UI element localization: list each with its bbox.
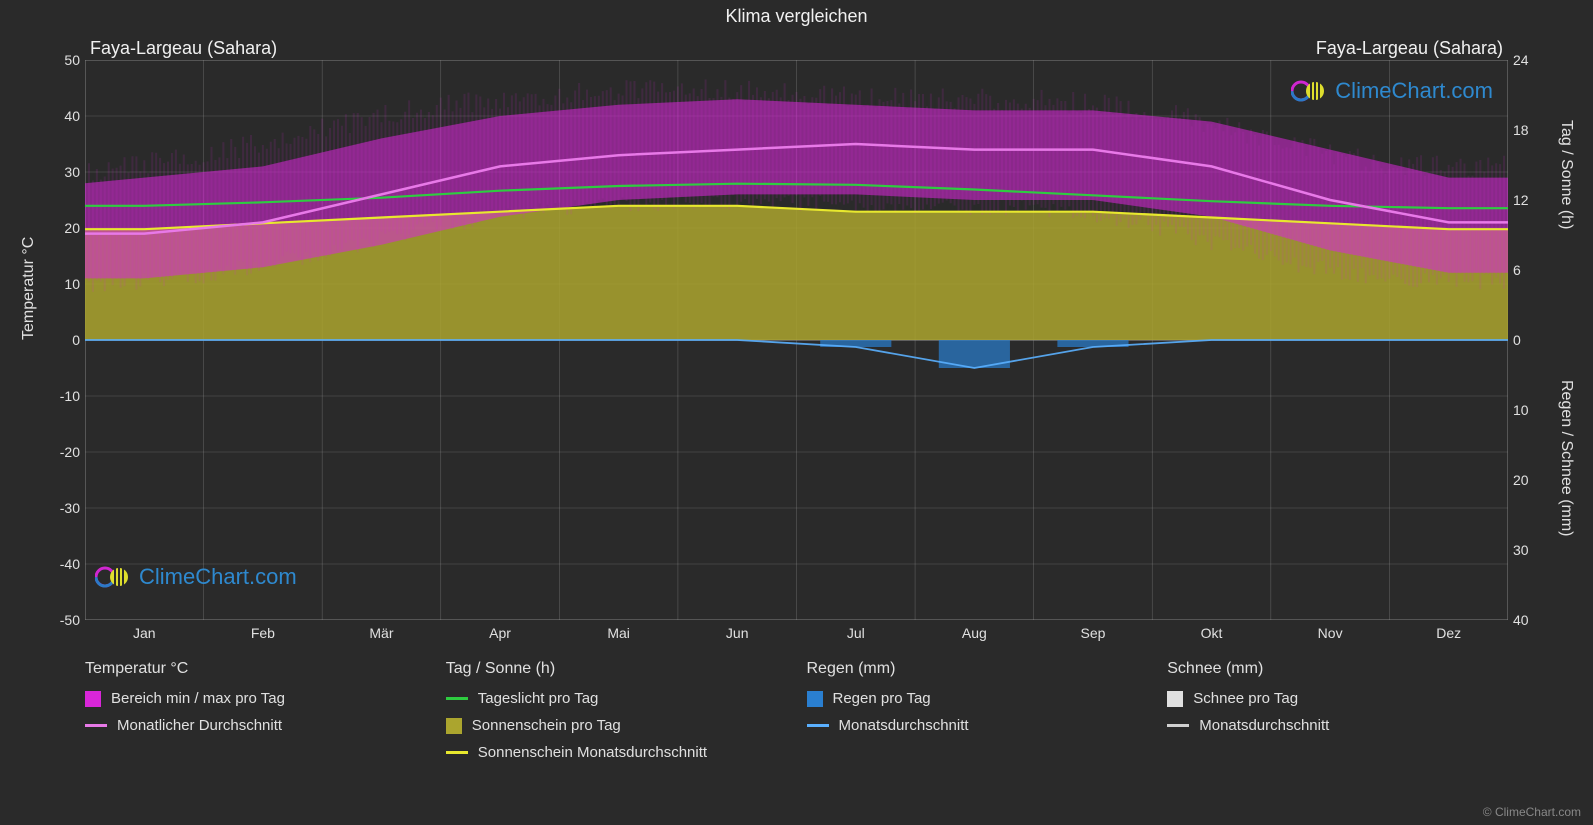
- plot-area: [85, 60, 1508, 620]
- legend-item: Bereich min / max pro Tag: [85, 690, 426, 707]
- legend-line-icon: [807, 724, 829, 727]
- legend-label: Regen pro Tag: [833, 690, 931, 707]
- legend-label: Schnee pro Tag: [1193, 690, 1298, 707]
- y-left-tick: -30: [48, 500, 80, 516]
- legend-header: Tag / Sonne (h): [446, 660, 787, 678]
- y-right-rain-tick: 40: [1513, 612, 1545, 628]
- legend-item: Schnee pro Tag: [1167, 690, 1508, 707]
- y-left-tick: 20: [48, 220, 80, 236]
- x-tick-month: Okt: [1201, 625, 1223, 641]
- y-left-tick: -20: [48, 444, 80, 460]
- legend-swatch-icon: [807, 691, 823, 707]
- legend-column-temp: Temperatur °C Bereich min / max pro Tag Mo…: [85, 660, 426, 771]
- y-left-tick: 30: [48, 164, 80, 180]
- legend-line-icon: [446, 697, 468, 700]
- y-right-sun-tick: 12: [1513, 192, 1545, 208]
- x-tick-month: Mai: [607, 625, 630, 641]
- y-left-tick: -50: [48, 612, 80, 628]
- watermark-top-right: ClimeChart.com: [1291, 78, 1493, 104]
- y-axis-right-sun-label: Tag / Sonne (h): [1557, 120, 1575, 229]
- legend-column-rain: Regen (mm) Regen pro Tag Monatsdurchschnit…: [807, 660, 1148, 771]
- subtitle-left: Faya-Largeau (Sahara): [90, 38, 277, 59]
- legend-label: Monatsdurchschnitt: [1199, 717, 1329, 734]
- y-right-rain-tick: 30: [1513, 542, 1545, 558]
- legend-item: Monatsdurchschnitt: [1167, 717, 1508, 734]
- legend-header: Schnee (mm): [1167, 660, 1508, 678]
- legend-item: Tageslicht pro Tag: [446, 690, 787, 707]
- legend-swatch-icon: [85, 691, 101, 707]
- x-tick-month: Jun: [726, 625, 749, 641]
- legend-header: Temperatur °C: [85, 660, 426, 678]
- y-left-tick: -40: [48, 556, 80, 572]
- y-right-rain-tick: 10: [1513, 402, 1545, 418]
- legend-item: Sonnenschein pro Tag: [446, 717, 787, 734]
- x-tick-month: Dez: [1436, 625, 1461, 641]
- legend-line-icon: [1167, 724, 1189, 727]
- legend-label: Sonnenschein Monatsdurchschnitt: [478, 744, 707, 761]
- y-right-sun-tick: 0: [1513, 332, 1545, 348]
- legend-line-icon: [85, 724, 107, 727]
- y-left-tick: -10: [48, 388, 80, 404]
- legend-label: Monatsdurchschnitt: [839, 717, 969, 734]
- watermark-bottom-left: ClimeChart.com: [95, 564, 297, 590]
- x-tick-month: Mär: [369, 625, 393, 641]
- legend-label: Tageslicht pro Tag: [478, 690, 599, 707]
- x-tick-month: Jan: [133, 625, 156, 641]
- y-right-sun-tick: 18: [1513, 122, 1545, 138]
- x-tick-month: Nov: [1318, 625, 1343, 641]
- legend: Temperatur °C Bereich min / max pro Tag Mo…: [85, 660, 1508, 771]
- subtitle-right: Faya-Largeau (Sahara): [1316, 38, 1503, 59]
- legend-line-icon: [446, 751, 468, 754]
- chart-title: Klima vergleichen: [0, 0, 1593, 27]
- subtitle-row: Faya-Largeau (Sahara) Faya-Largeau (Saha…: [0, 38, 1593, 59]
- climechart-logo-icon: [95, 565, 133, 589]
- y-left-tick: 50: [48, 52, 80, 68]
- x-tick-month: Jul: [847, 625, 865, 641]
- y-left-tick: 10: [48, 276, 80, 292]
- x-tick-month: Sep: [1080, 625, 1105, 641]
- legend-swatch-icon: [1167, 691, 1183, 707]
- y-right-sun-tick: 6: [1513, 262, 1545, 278]
- legend-swatch-icon: [446, 718, 462, 734]
- copyright: © ClimeChart.com: [1483, 805, 1581, 819]
- legend-label: Sonnenschein pro Tag: [472, 717, 621, 734]
- x-tick-month: Feb: [251, 625, 275, 641]
- legend-item: Monatlicher Durchschnitt: [85, 717, 426, 734]
- watermark-text: ClimeChart.com: [1335, 78, 1493, 104]
- climate-chart-svg: [85, 60, 1508, 620]
- legend-label: Bereich min / max pro Tag: [111, 690, 285, 707]
- x-tick-month: Apr: [489, 625, 511, 641]
- y-right-sun-tick: 24: [1513, 52, 1545, 68]
- legend-item: Monatsdurchschnitt: [807, 717, 1148, 734]
- y-axis-left-label: Temperatur °C: [20, 237, 38, 340]
- climechart-logo-icon: [1291, 79, 1329, 103]
- y-left-tick: 0: [48, 332, 80, 348]
- legend-item: Regen pro Tag: [807, 690, 1148, 707]
- y-right-rain-tick: 20: [1513, 472, 1545, 488]
- legend-header: Regen (mm): [807, 660, 1148, 678]
- legend-column-sun: Tag / Sonne (h) Tageslicht pro Tag Sonnens…: [446, 660, 787, 771]
- watermark-text: ClimeChart.com: [139, 564, 297, 590]
- legend-column-snow: Schnee (mm) Schnee pro Tag Monatsdurchschn…: [1167, 660, 1508, 771]
- legend-label: Monatlicher Durchschnitt: [117, 717, 282, 734]
- y-axis-right-rain-label: Regen / Schnee (mm): [1557, 380, 1575, 537]
- x-tick-month: Aug: [962, 625, 987, 641]
- legend-item: Sonnenschein Monatsdurchschnitt: [446, 744, 787, 761]
- y-left-tick: 40: [48, 108, 80, 124]
